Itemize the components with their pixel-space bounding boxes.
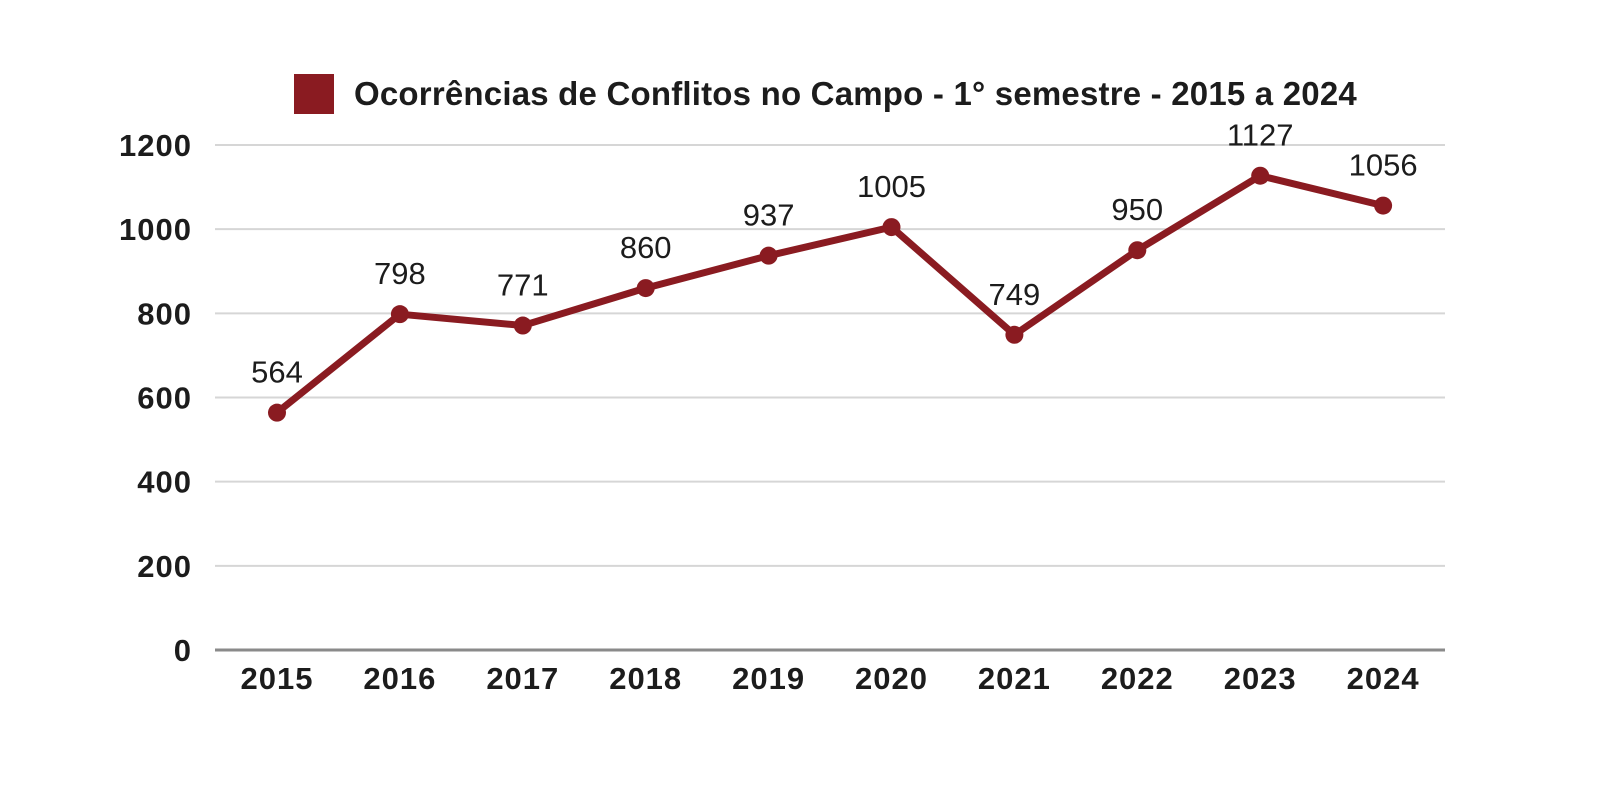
y-tick-label: 1000 (119, 212, 192, 247)
x-tick-label: 2018 (609, 661, 682, 696)
data-point (1005, 325, 1024, 344)
y-tick-label: 800 (137, 296, 192, 331)
y-tick-label: 0 (174, 633, 192, 668)
x-tick-label: 2023 (1224, 661, 1297, 696)
x-tick-label: 2016 (363, 661, 436, 696)
data-point (636, 279, 655, 298)
x-tick-label: 2017 (486, 661, 559, 696)
y-tick-label: 600 (137, 381, 192, 416)
data-point (390, 305, 409, 324)
data-point (1374, 196, 1393, 215)
chart-title: Ocorrências de Conflitos no Campo - 1° s… (354, 75, 1357, 112)
x-tick-label: 2022 (1101, 661, 1174, 696)
y-tick-label: 200 (137, 549, 192, 584)
data-point (268, 403, 286, 422)
data-point-label: 1005 (857, 169, 926, 204)
data-line (273, 172, 1387, 417)
chart-legend: Ocorrências de Conflitos no Campo - 1° s… (294, 74, 1357, 114)
data-point (1251, 166, 1270, 185)
data-point-label: 1056 (1349, 148, 1418, 183)
data-point-label: 749 (989, 277, 1041, 312)
y-tick-label: 400 (137, 465, 192, 500)
data-point (882, 218, 901, 237)
y-tick-label: 1200 (119, 128, 192, 163)
data-point-label: 1127 (1227, 118, 1294, 153)
x-tick-label: 2019 (732, 661, 805, 696)
x-tick-label: 2024 (1347, 661, 1420, 696)
x-tick-label: 2020 (855, 661, 928, 696)
data-point-label: 798 (374, 256, 426, 291)
data-point-label: 564 (251, 355, 303, 390)
x-tick-label: 2015 (241, 661, 314, 696)
data-point-label: 937 (743, 198, 795, 233)
legend-swatch-icon (294, 74, 334, 114)
data-point (759, 246, 778, 265)
x-tick-label: 2021 (978, 661, 1051, 696)
data-point-label: 771 (497, 268, 549, 303)
data-point-label: 860 (620, 230, 672, 265)
data-point (1128, 241, 1147, 260)
data-point (513, 316, 532, 335)
data-point-label: 950 (1111, 192, 1163, 227)
